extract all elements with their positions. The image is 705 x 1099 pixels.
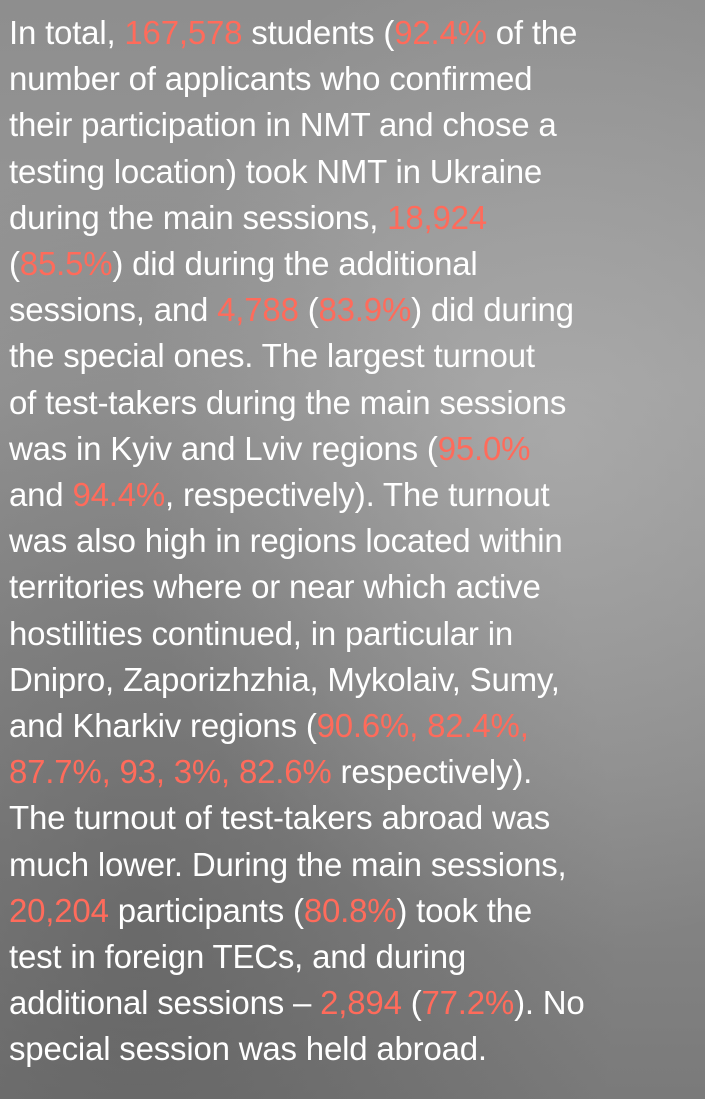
- text: sessions, and: [9, 291, 217, 328]
- text-line: their participation in NMT and chose a: [9, 102, 705, 148]
- text-line: during the main sessions, 18,924: [9, 195, 705, 241]
- text: territories where or near which active: [9, 568, 541, 605]
- text: The turnout of test-takers abroad was: [9, 799, 550, 836]
- highlight-text: 4,788: [217, 291, 299, 328]
- text: test in foreign TECs, and during: [9, 938, 466, 975]
- text: special session was held abroad.: [9, 1030, 487, 1067]
- text: ) did during: [411, 291, 574, 328]
- page: In total, 167,578 students (92.4% of the…: [0, 0, 705, 1099]
- text: number of applicants who confirmed: [9, 60, 532, 97]
- text: students (: [242, 14, 394, 51]
- text: (: [9, 245, 20, 282]
- text: ). No: [514, 984, 585, 1021]
- highlight-text: 90.6%, 82.4%,: [317, 707, 529, 744]
- highlight-text: 92.4%: [394, 14, 487, 51]
- text: (: [402, 984, 422, 1021]
- text: was in Kyiv and Lviv regions (: [9, 430, 438, 467]
- text: respectively).: [332, 753, 533, 790]
- text-line: 20,204 participants (80.8%) took the: [9, 888, 705, 934]
- text-line: testing location) took NMT in Ukraine: [9, 149, 705, 195]
- text: participants (: [109, 892, 304, 929]
- highlight-text: 95.0%: [438, 430, 531, 467]
- text: and: [9, 476, 72, 513]
- highlight-text: 167,578: [124, 14, 242, 51]
- text-line: hostilities continued, in particular in: [9, 611, 705, 657]
- text-line: special session was held abroad.: [9, 1026, 705, 1072]
- text: and Kharkiv regions (: [9, 707, 317, 744]
- text: , respectively). The turnout: [165, 476, 549, 513]
- text: of test-takers during the main sessions: [9, 384, 566, 421]
- text-line: The turnout of test-takers abroad was: [9, 795, 705, 841]
- text: ) did during the additional: [112, 245, 477, 282]
- text: testing location) took NMT in Ukraine: [9, 153, 542, 190]
- text-line: and 94.4%, respectively). The turnout: [9, 472, 705, 518]
- text-line: much lower. During the main sessions,: [9, 842, 705, 888]
- text: their participation in NMT and chose a: [9, 106, 557, 143]
- highlight-text: 20,204: [9, 892, 109, 929]
- text-line: In total, 167,578 students (92.4% of the: [9, 10, 705, 56]
- text-line: (85.5%) did during the additional: [9, 241, 705, 287]
- highlight-text: 80.8%: [304, 892, 397, 929]
- highlight-text: 2,894: [320, 984, 402, 1021]
- highlight-text: 87.7%, 93, 3%, 82.6%: [9, 753, 332, 790]
- text: Dnipro, Zaporizhzhia, Mykolaiv, Sumy,: [9, 661, 560, 698]
- text-line: the special ones. The largest turnout: [9, 333, 705, 379]
- text: much lower. During the main sessions,: [9, 846, 567, 883]
- text-line: was also high in regions located within: [9, 518, 705, 564]
- highlight-text: 83.9%: [319, 291, 412, 328]
- text-line: test in foreign TECs, and during: [9, 934, 705, 980]
- text: ) took the: [396, 892, 532, 929]
- highlight-text: 18,924: [387, 199, 487, 236]
- text: of the: [487, 14, 577, 51]
- text: the special ones. The largest turnout: [9, 337, 535, 374]
- text-line: number of applicants who confirmed: [9, 56, 705, 102]
- text: hostilities continued, in particular in: [9, 615, 513, 652]
- text-line: 87.7%, 93, 3%, 82.6% respectively).: [9, 749, 705, 795]
- text-line: Dnipro, Zaporizhzhia, Mykolaiv, Sumy,: [9, 657, 705, 703]
- text-line: of test-takers during the main sessions: [9, 380, 705, 426]
- highlight-text: 85.5%: [20, 245, 113, 282]
- text-line: additional sessions – 2,894 (77.2%). No: [9, 980, 705, 1026]
- text-line: and Kharkiv regions (90.6%, 82.4%,: [9, 703, 705, 749]
- text-line: territories where or near which active: [9, 564, 705, 610]
- text: additional sessions –: [9, 984, 320, 1021]
- text: (: [299, 291, 319, 328]
- text: was also high in regions located within: [9, 522, 563, 559]
- highlight-text: 77.2%: [422, 984, 515, 1021]
- text: In total,: [9, 14, 124, 51]
- text-line: was in Kyiv and Lviv regions (95.0%: [9, 426, 705, 472]
- text-line: sessions, and 4,788 (83.9%) did during: [9, 287, 705, 333]
- highlight-text: 94.4%: [72, 476, 165, 513]
- text: during the main sessions,: [9, 199, 387, 236]
